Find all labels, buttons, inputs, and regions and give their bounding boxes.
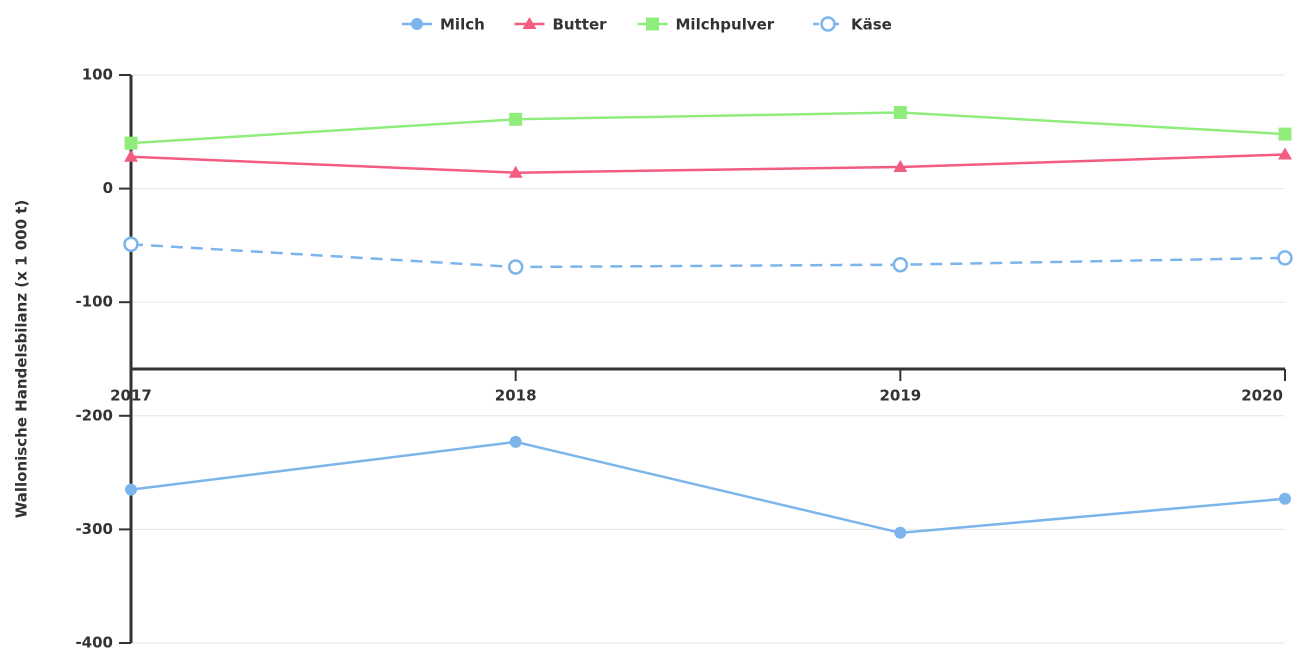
- legend-label: Butter: [553, 16, 608, 34]
- legend-label: Käse: [851, 16, 892, 34]
- y-tick-label: -200: [75, 406, 113, 424]
- x-tick-label: 2018: [495, 387, 537, 405]
- y-tick-label: -300: [75, 520, 113, 538]
- legend-marker: [522, 17, 537, 29]
- series-line: [130, 153, 1286, 174]
- x-tick-label: 2020: [1241, 387, 1283, 405]
- point: [1278, 127, 1292, 141]
- x-tick-label: 2019: [879, 387, 921, 405]
- legend-marker: [411, 18, 423, 30]
- point: [508, 165, 523, 178]
- point: [124, 149, 138, 162]
- y-tick-label: 100: [82, 66, 113, 84]
- point: [509, 435, 522, 448]
- legend-marker: [646, 17, 659, 31]
- legend: Milch Butter Milchpulver Käse: [402, 16, 892, 34]
- point: [125, 483, 137, 496]
- y-tick-label: -100: [75, 293, 113, 311]
- point: [1278, 147, 1292, 160]
- point: [1279, 492, 1291, 505]
- series-line: [130, 440, 1286, 535]
- point: [123, 236, 139, 253]
- point: [892, 256, 909, 273]
- point: [894, 526, 907, 539]
- series-line: [130, 243, 1286, 269]
- legend-marker: [820, 16, 836, 32]
- series-line: [130, 111, 1286, 145]
- legend-label: Milchpulver: [676, 16, 775, 34]
- point: [893, 160, 908, 173]
- point: [893, 105, 907, 119]
- point: [509, 112, 523, 126]
- point: [507, 259, 524, 275]
- y-axis-title: Wallonische Handelsbilanz (x 1 000 t): [13, 200, 31, 519]
- point: [124, 136, 138, 150]
- point: [1277, 250, 1293, 266]
- y-tick-label: 0: [103, 179, 113, 197]
- y-tick-label: -400: [75, 634, 113, 652]
- legend-label: Milch: [440, 16, 485, 34]
- x-tick-label: 2017: [110, 387, 152, 405]
